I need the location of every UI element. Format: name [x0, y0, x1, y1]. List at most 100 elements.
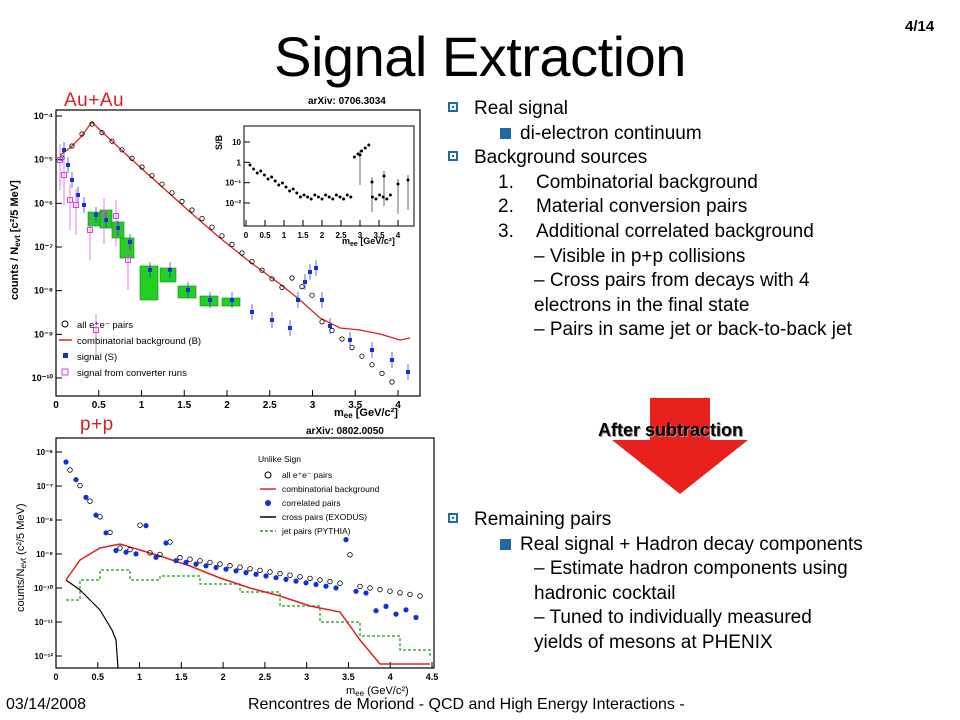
y-tick-label: 10⁻² — [225, 199, 241, 208]
inset-point — [363, 146, 367, 150]
y-tick-label: 10⁻⁷ — [37, 482, 53, 491]
dash-item-visible-pp: – Visible in p+p collisions — [534, 245, 746, 267]
inset-point — [334, 193, 338, 197]
au-au-arxiv-ref: arXiv: 0706.3034 — [308, 96, 386, 107]
correlated-point — [173, 558, 179, 564]
correlated-point — [193, 561, 199, 567]
correlated-point — [233, 568, 239, 574]
legend-entry-cross-pairs: cross pairs (EXODUS) — [282, 512, 367, 522]
y-tick-label: 10⁻⁹ — [34, 329, 53, 339]
correlated-point — [293, 578, 299, 584]
au-au-y-axis-label: counts / Nevt [c²/5 MeV] — [9, 180, 22, 300]
correlated-point — [183, 559, 189, 566]
x-tick-label: 4.5 — [426, 672, 439, 682]
correlated-point — [313, 581, 319, 588]
inset-point — [309, 197, 313, 201]
p-p-plot-label: p+p — [80, 414, 114, 435]
inset-point — [252, 167, 256, 171]
bullet-remaining-pairs: Remaining pairs — [448, 508, 863, 533]
correlated-point — [353, 588, 359, 594]
all-pairs-point — [357, 583, 363, 590]
au-au-all-pairs-points — [59, 121, 395, 385]
correlated-point — [283, 576, 289, 583]
all-pairs-point — [169, 190, 175, 196]
numbered-item-3: 3. Additional correlated background — [498, 220, 814, 242]
au-au-plot-label: Au+Au — [64, 90, 125, 111]
x-tick-label: 0.5 — [92, 400, 106, 411]
signal-point — [82, 203, 86, 207]
all-pairs-point — [379, 370, 385, 376]
correlated-point — [203, 563, 209, 569]
all-pairs-point — [277, 570, 283, 577]
correlated-point — [413, 614, 419, 621]
correlated-point — [373, 608, 379, 614]
x-tick-label: 2 — [224, 400, 230, 411]
correlated-point — [323, 583, 329, 589]
converter-point — [61, 172, 67, 178]
correlated-point — [123, 549, 129, 555]
all-pairs-point — [227, 562, 233, 569]
inset-point — [327, 195, 331, 199]
signal-point — [208, 298, 212, 302]
x-tick-label: 1.5 — [177, 400, 191, 411]
correlated-point — [153, 554, 159, 560]
all-pairs-point — [109, 138, 115, 144]
all-pairs-point — [389, 379, 395, 385]
y-tick-label: 10⁻⁷ — [35, 242, 54, 252]
signal-point — [314, 266, 318, 270]
inset-point — [298, 195, 302, 199]
p-p-combinatorial-line — [65, 543, 430, 665]
bullet-square-icon — [448, 102, 458, 112]
x-tick-label: 1 — [137, 672, 142, 682]
all-pairs-point — [307, 575, 313, 582]
slide-number: 4/14 — [905, 18, 935, 35]
after-subtraction-label: After subtraction — [598, 420, 744, 440]
au-au-legend: all e⁺e⁻ pairs combinatorial background … — [59, 320, 201, 379]
inset-point — [342, 197, 346, 201]
y-tick-label: 1 — [237, 158, 242, 167]
numbered-item-2: 2. Material conversion pairs — [498, 196, 748, 218]
converter-band-box — [139, 265, 159, 301]
all-pairs-point — [299, 283, 305, 290]
all-pairs-point — [69, 143, 75, 149]
au-au-converter-band — [87, 209, 241, 307]
bullet-square-icon — [448, 513, 458, 523]
converter-point — [73, 202, 79, 208]
correlated-point — [143, 523, 149, 529]
legend-marker-open-circle — [61, 320, 69, 328]
p-p-legend: Unlike Sign all e⁺e⁻ pairs combinatorial… — [258, 454, 380, 536]
all-pairs-point — [137, 522, 143, 528]
bullet-filled-square-icon — [500, 538, 511, 550]
x-tick-label: 0 — [244, 231, 249, 240]
p-p-cross-pairs-line — [65, 579, 119, 669]
legend-entry-correlated: correlated pairs — [282, 498, 341, 508]
inset-point — [277, 183, 281, 187]
inset-point — [262, 173, 266, 177]
legend-marker-open-circle — [264, 471, 272, 479]
au-au-signal-points — [62, 142, 410, 380]
signal-point — [186, 288, 190, 292]
all-pairs-point — [99, 130, 105, 136]
x-tick-label: 3.5 — [342, 672, 355, 682]
all-pairs-point — [177, 554, 183, 561]
au-au-plot-frame — [55, 109, 421, 397]
bullet-real-plus-hadron: Real signal + Hadron decay components — [448, 533, 863, 558]
inset-point — [374, 197, 378, 201]
inset-point — [360, 149, 364, 153]
au-au-sb-inset-frame — [243, 125, 415, 227]
signal-point — [104, 218, 108, 222]
correlated-point — [343, 537, 349, 543]
bullet-filled-square-icon — [500, 127, 511, 139]
all-pairs-point — [139, 164, 145, 170]
x-tick-label: 3 — [304, 672, 309, 682]
all-pairs-point — [157, 551, 163, 558]
all-pairs-point — [207, 559, 213, 566]
y-tick-label: 10⁻¹ — [225, 179, 241, 188]
x-tick-label: 4 — [388, 672, 393, 682]
signal-point — [348, 338, 352, 342]
all-pairs-point — [387, 588, 393, 594]
all-pairs-point — [407, 591, 413, 598]
inset-point — [302, 193, 306, 197]
x-tick-label: 0.5 — [92, 672, 105, 682]
inset-point — [367, 143, 371, 147]
